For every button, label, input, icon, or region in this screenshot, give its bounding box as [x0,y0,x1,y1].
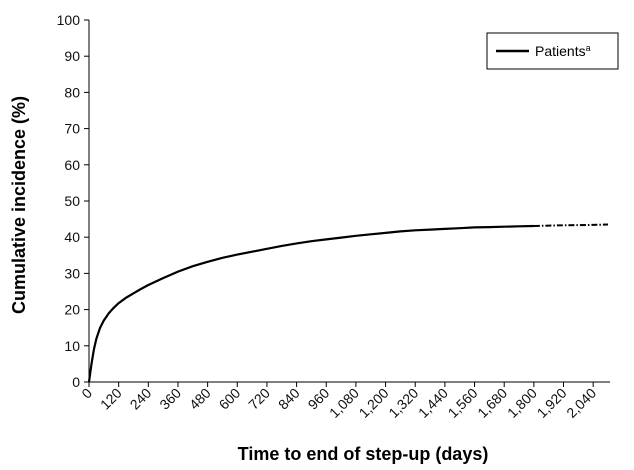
y-tick-label: 100 [57,12,81,28]
y-axis-title: Cumulative incidence (%) [9,96,29,314]
legend-superscript: a [586,43,591,53]
y-tick-label: 0 [72,374,80,390]
series-line-patients-tail [534,225,608,227]
x-tick-label: 1,560 [445,385,481,421]
x-axis-title: Time to end of step-up (days) [238,444,489,464]
y-tick-label: 40 [64,229,80,245]
x-tick-label: 2,040 [563,385,599,421]
y-tick-label: 70 [64,121,80,137]
y-axis-ticks: 0 10 20 30 40 50 60 70 80 90 100 [57,12,89,390]
x-tick-label: 360 [156,385,184,413]
x-tick-label: 240 [127,385,155,413]
x-tick-label: 480 [186,385,214,413]
x-tick-label: 840 [275,385,303,413]
legend-series-name: Patients [535,43,586,59]
x-tick-label: 120 [97,385,125,413]
legend: Patientsa [487,33,618,69]
x-tick-label: 720 [245,385,273,413]
legend-label: Patientsa [535,43,591,59]
series-layer [89,225,608,383]
x-tick-label: 1,920 [534,385,570,421]
x-tick-label: 1,680 [474,385,510,421]
y-tick-label: 60 [64,157,80,173]
x-tick-label: 600 [216,385,244,413]
x-tick-label: 1,320 [385,385,421,421]
y-tick-label: 90 [64,48,80,64]
x-axis-ticks: 0 120 240 360 480 600 720 840 9601,0801,2001,320… [78,382,599,421]
x-tick-label: 1,800 [504,385,540,421]
y-tick-label: 80 [64,84,80,100]
x-tick-label: 1,200 [356,385,392,421]
y-tick-label: 50 [64,193,80,209]
x-tick-label: 1,440 [415,385,451,421]
x-tick-label: 1,080 [326,385,362,421]
series-line-patients [89,226,534,382]
y-tick-label: 10 [64,338,80,354]
x-tick-label: 0 [78,385,95,402]
y-tick-label: 20 [64,302,80,318]
y-tick-label: 30 [64,265,80,281]
